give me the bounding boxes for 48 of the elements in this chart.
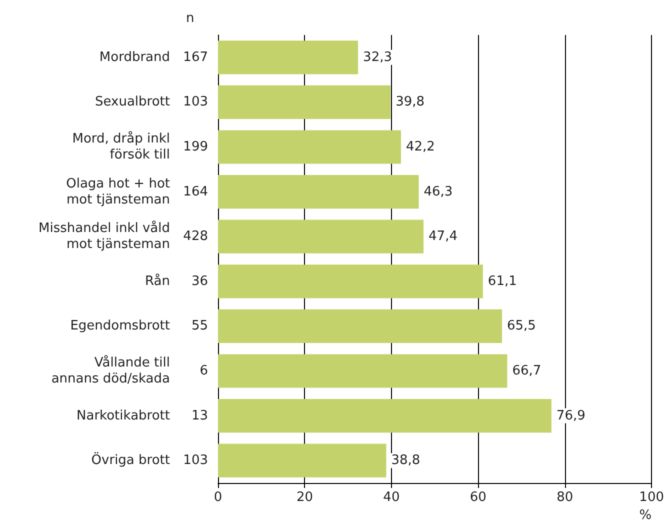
text: 36 [191, 274, 208, 289]
text: 167 [183, 50, 208, 65]
bar [218, 399, 552, 433]
text: n [186, 11, 194, 26]
data-label: 39,8 [396, 94, 425, 110]
x-tick-label: 100 [639, 490, 664, 505]
text: 55 [191, 318, 208, 334]
y-tick-label: Mordbrand [99, 50, 170, 65]
y-tick-label: Egendomsbrott [70, 318, 170, 334]
y-tick-label: Misshandel inkl våld mot tjänsteman [38, 220, 170, 252]
data-label: 47,4 [428, 229, 458, 244]
bar [218, 444, 386, 478]
x-tick-label: 0 [214, 490, 222, 505]
bar [218, 40, 358, 74]
y-tick-label: Olaga hot + hot mot tjänsteman [66, 176, 170, 208]
bar [218, 264, 483, 298]
data-label: 66,7 [512, 364, 542, 378]
data-label: 42,2 [406, 140, 435, 154]
x-tick-label: 80 [556, 490, 574, 505]
bar [218, 85, 391, 119]
bar [218, 354, 508, 388]
y-tick-label: Narkotikabrott [76, 408, 170, 424]
bar [218, 130, 401, 164]
y-tick-label: Vållande till annans död/skada [51, 354, 170, 386]
bar [218, 309, 502, 343]
x-tick-label: 60 [470, 490, 486, 505]
y-tick-label: Rån [145, 272, 170, 289]
text: 164 [183, 184, 208, 200]
text: 13 [191, 408, 208, 424]
y-tick-label: Sexualbrott [95, 94, 170, 110]
text: 6 [200, 364, 208, 378]
bar [218, 220, 424, 254]
data-label: 32,3 [363, 50, 392, 65]
y-tick-label: Övriga brott [91, 452, 170, 468]
data-label: 38,8 [391, 453, 420, 468]
text: 199 [183, 140, 208, 154]
text: 428 [183, 229, 208, 244]
data-label: 65,5 [507, 318, 536, 334]
data-label: 61,1 [488, 274, 517, 289]
data-label: 46,3 [424, 184, 453, 200]
x-tick-label: 40 [383, 490, 400, 505]
bar [218, 175, 419, 209]
data-label: 76,9 [556, 408, 586, 424]
y-tick-label: Mord, dråp inkl försök till [72, 130, 170, 162]
x-axis-title: % [639, 508, 652, 523]
text: 103 [183, 94, 208, 110]
text: 103 [183, 453, 208, 468]
x-tick-label: 20 [296, 490, 313, 505]
